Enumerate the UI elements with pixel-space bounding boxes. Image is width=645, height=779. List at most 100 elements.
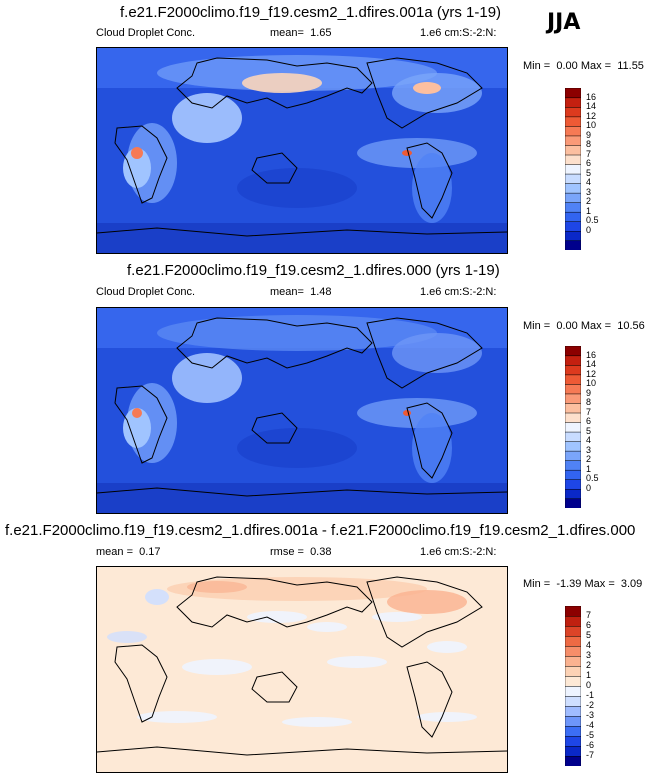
panel2-colorbar-svg [564, 345, 582, 509]
colorbar-tick-label: -2 [586, 700, 595, 710]
colorbar-swatch [564, 705, 582, 717]
colorbar-swatch [564, 202, 582, 213]
colorbar-tick-label: 0.5 [586, 473, 599, 484]
panel2-field-label: Cloud Droplet Conc. [96, 286, 196, 298]
colorbar-swatch [564, 163, 582, 175]
panel3-mean-label: mean = [96, 546, 133, 558]
panel3-min-label: Min = [523, 578, 551, 590]
panel2-mean: mean= 1.48 [270, 286, 332, 298]
panel3-colorbar-svg [564, 605, 582, 767]
colorbar-swatch [564, 116, 582, 127]
colorbar-swatch [564, 97, 582, 108]
panel1-map [96, 47, 508, 254]
colorbar-tick-label: 12 [586, 110, 597, 121]
colorbar-swatch [564, 615, 582, 627]
colorbar-swatch [564, 431, 582, 442]
panel3-min-value: -1.39 [556, 578, 582, 590]
panel1-max-value: 11.55 [617, 60, 644, 72]
colorbar-swatch [564, 645, 582, 657]
season-label: JJA [547, 10, 581, 35]
colorbar-tick-label: 1 [586, 463, 592, 474]
colorbar-swatch [564, 192, 582, 203]
colorbar-tick-label: -1 [586, 690, 595, 700]
colorbar-tick-label: 3 [586, 650, 592, 660]
colorbar-tick-label: 5 [586, 425, 592, 436]
panel2-title: f.e21.F2000climo.f19_f19.cesm2_1.dfires.… [127, 262, 500, 279]
colorbar-tick-label: 2 [586, 454, 592, 465]
colorbar-swatch [564, 144, 582, 156]
colorbar-tick-label: -6 [586, 740, 595, 750]
colorbar-swatch [564, 655, 582, 667]
colorbar-swatch [564, 221, 582, 232]
colorbar-swatch [564, 635, 582, 647]
colorbar-tick-label: 12 [586, 368, 597, 379]
panel1-units: 1.e6 cm:S:-2:N: [420, 27, 497, 39]
colorbar-tick-label: 9 [586, 129, 592, 140]
panel3-max-label: Max = [584, 578, 615, 590]
colorbar-swatch [564, 393, 582, 404]
panel1-minmax: Min = 0.00 Max = 11.55 [523, 60, 644, 72]
colorbar-tick-label: 16 [586, 349, 597, 360]
colorbar-swatch [564, 421, 582, 433]
panel3-units: 1.e6 cm:S:-2:N: [420, 546, 497, 558]
colorbar-swatch [564, 183, 582, 194]
colorbar-tick-label: 6 [586, 620, 592, 630]
colorbar-swatch [564, 725, 582, 737]
colorbar-swatch [564, 345, 582, 357]
colorbar-swatch [564, 173, 582, 184]
colorbar-tick-label: 4 [586, 435, 592, 446]
colorbar-swatch [564, 745, 582, 757]
panel3-colorbar [564, 605, 582, 767]
colorbar-swatch [564, 450, 582, 461]
colorbar-tick-label: 7 [586, 406, 592, 417]
colorbar-swatch [564, 685, 582, 697]
panel3-rmse-label: rmse = [270, 546, 304, 558]
colorbar-tick-label: 2 [586, 660, 592, 670]
colorbar-swatch [564, 383, 582, 395]
panel2-map [96, 307, 508, 514]
colorbar-tick-label: 0 [586, 224, 592, 235]
panel2-minmax: Min = 0.00 Max = 10.56 [523, 320, 645, 332]
panel3-rmse: rmse = 0.38 [270, 546, 331, 558]
colorbar-tick-label: 0 [586, 680, 592, 690]
colorbar-swatch [564, 625, 582, 637]
panel3-max-value: 3.09 [620, 578, 643, 590]
colorbar-tick-label: 3 [586, 444, 592, 455]
colorbar-swatch [564, 675, 582, 687]
colorbar-tick-label: -7 [586, 750, 595, 760]
colorbar-swatch [564, 106, 582, 118]
colorbar-swatch [564, 735, 582, 747]
panel1-title: f.e21.F2000climo.f19_f19.cesm2_1.dfires.… [120, 4, 502, 21]
panel2-max-value: 10.56 [617, 320, 645, 332]
colorbar-tick-label: 6 [586, 416, 592, 427]
colorbar-tick-label: 7 [586, 610, 592, 620]
colorbar-swatch [564, 355, 582, 366]
colorbar-swatch [564, 412, 582, 423]
colorbar-tick-label: -4 [586, 720, 595, 730]
colorbar-swatch [564, 715, 582, 727]
colorbar-tick-label: 5 [586, 630, 592, 640]
colorbar-swatch [564, 479, 582, 490]
colorbar-swatch [564, 154, 582, 165]
colorbar-tick-label: -5 [586, 730, 595, 740]
panel1-mean-label: mean= [270, 27, 304, 39]
panel3-mean-value: 0.17 [139, 546, 161, 558]
colorbar-swatch [564, 469, 582, 480]
colorbar-tick-label: 2 [586, 196, 592, 207]
colorbar-tick-label: 8 [586, 397, 592, 408]
colorbar-tick-label: 10 [586, 378, 597, 389]
panel3-rmse-value: 0.38 [310, 546, 332, 558]
colorbar-swatch [564, 230, 582, 242]
colorbar-swatch [564, 460, 582, 471]
colorbar-swatch [564, 135, 582, 146]
colorbar-tick-label: 0.5 [586, 215, 599, 226]
panel1-colorbar-svg [564, 87, 582, 251]
colorbar-swatch [564, 755, 582, 767]
panel1-field-label: Cloud Droplet Conc. [96, 27, 196, 39]
colorbar-tick-label: 5 [586, 167, 592, 178]
panel1-max-label: Max = [580, 60, 612, 72]
panel2-mean-label: mean= [270, 286, 304, 298]
panel3-map [96, 566, 508, 773]
panel2-max-label: Max = [580, 320, 612, 332]
panel2-units: 1.e6 cm:S:-2:N: [420, 286, 497, 298]
